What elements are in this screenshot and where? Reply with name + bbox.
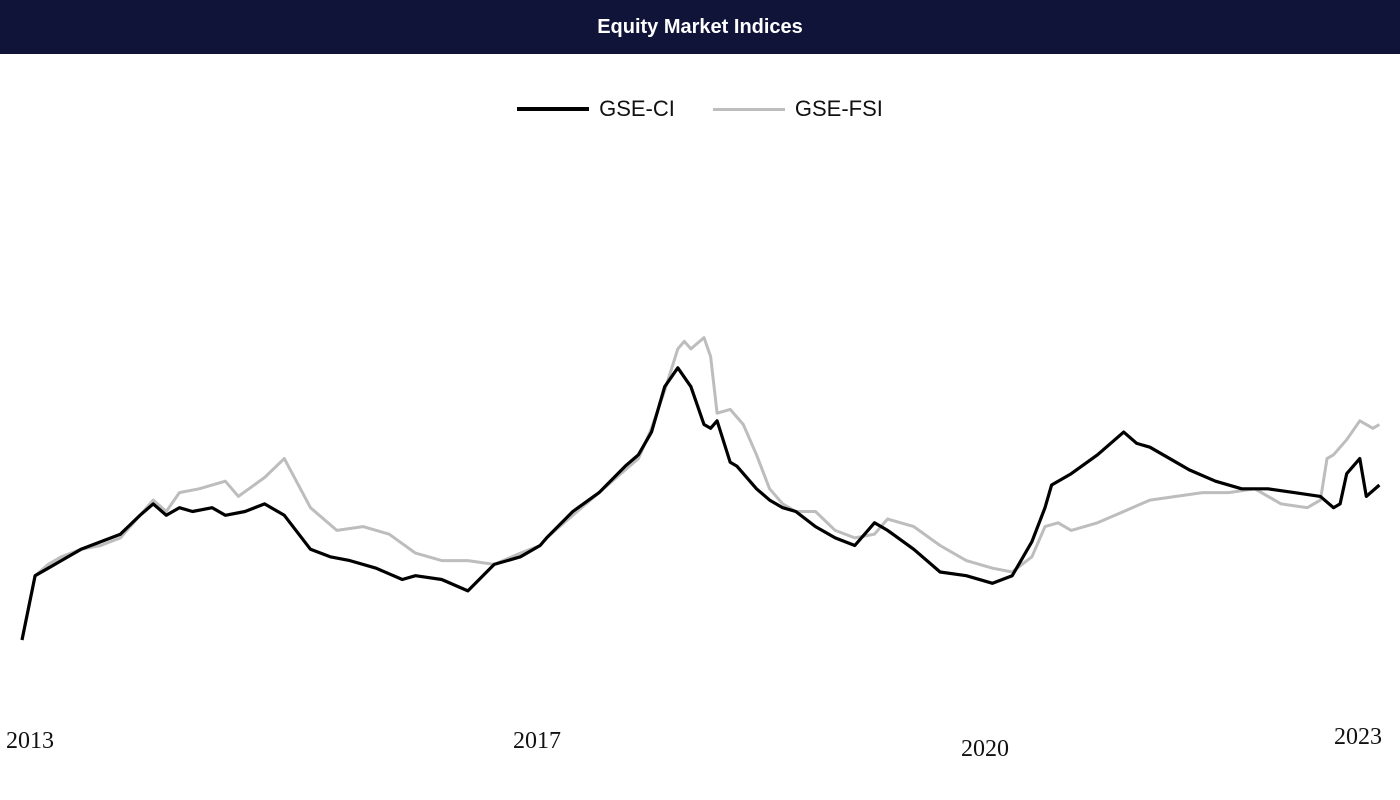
x-tick-label-2013: 2013	[6, 728, 54, 754]
series-line-gse-fsi	[20, 336, 1381, 641]
chart-title-bar: Equity Market Indices	[0, 0, 1400, 54]
chart-title: Equity Market Indices	[597, 15, 803, 38]
legend: GSE-CI GSE-FSI	[0, 96, 1400, 122]
legend-label-gse-ci: GSE-CI	[599, 96, 675, 121]
legend-swatch-gse-ci	[517, 107, 590, 111]
x-tick-label-2023: 2023	[1334, 724, 1382, 750]
legend-item-gse-fsi: GSE-FSI	[712, 96, 883, 122]
series-line-gse-ci	[20, 366, 1381, 641]
legend-item-gse-ci: GSE-CI	[517, 96, 675, 122]
x-tick-label-2017: 2017	[513, 728, 561, 754]
legend-swatch-gse-fsi	[712, 107, 785, 111]
legend-label-gse-fsi: GSE-FSI	[794, 96, 883, 121]
x-tick-label-2020: 2020	[961, 736, 1009, 762]
